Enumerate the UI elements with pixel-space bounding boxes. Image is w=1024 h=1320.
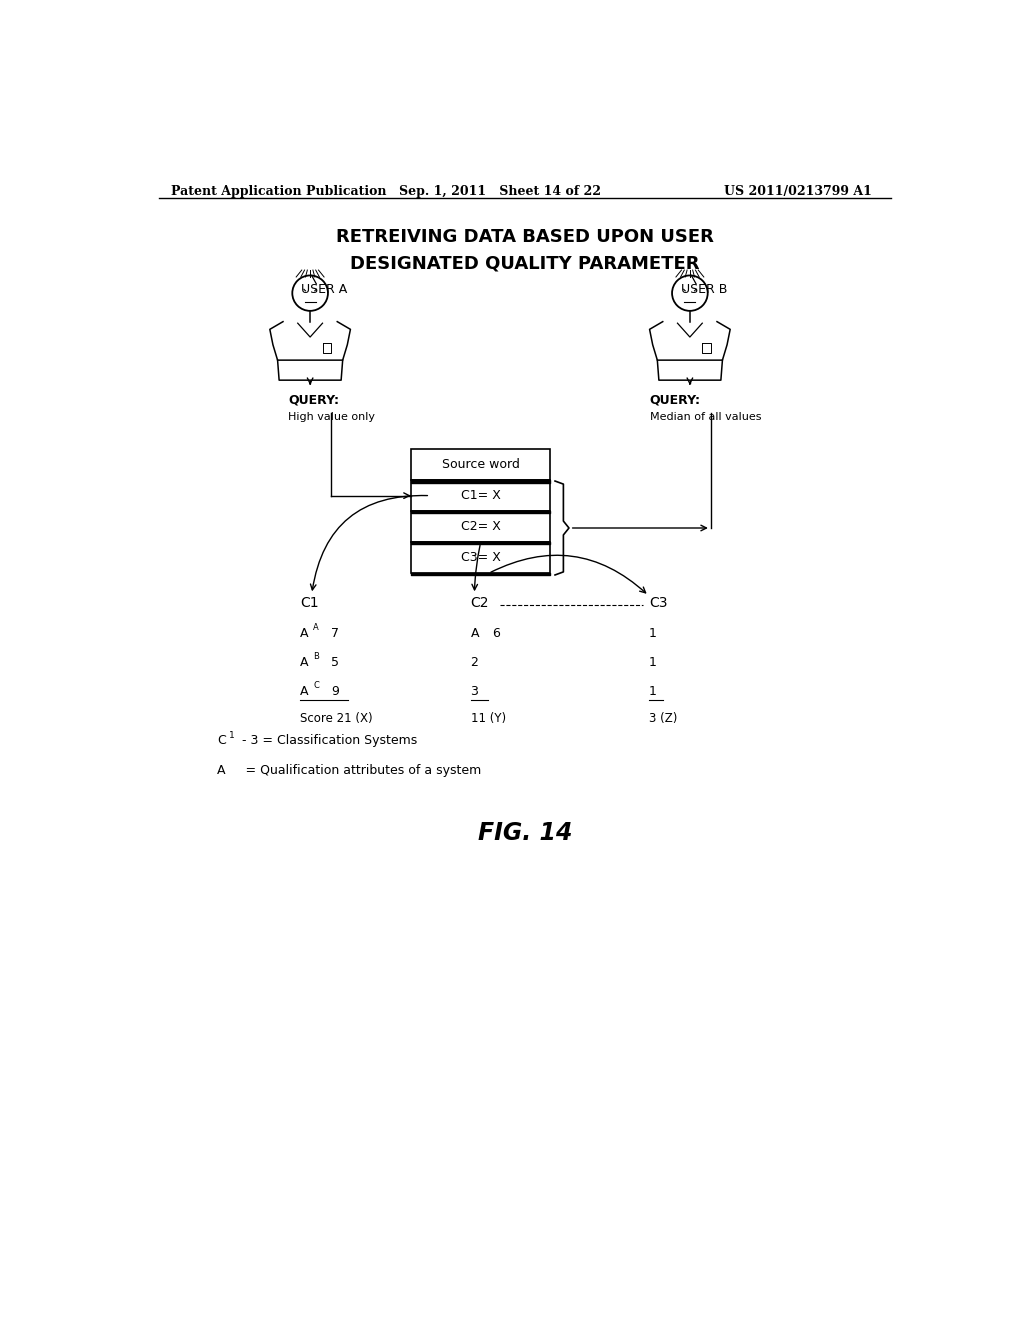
- Bar: [411, 450, 550, 480]
- Bar: [411, 480, 550, 511]
- Text: A: A: [300, 627, 308, 640]
- Text: US 2011/0213799 A1: US 2011/0213799 A1: [724, 185, 872, 198]
- Text: Sep. 1, 2011   Sheet 14 of 22: Sep. 1, 2011 Sheet 14 of 22: [399, 185, 601, 198]
- Text: C1= X: C1= X: [461, 490, 501, 502]
- Text: 3: 3: [471, 685, 478, 698]
- Text: QUERY:: QUERY:: [649, 393, 700, 407]
- Text: 3 (Z): 3 (Z): [649, 711, 677, 725]
- Text: 1: 1: [649, 627, 656, 640]
- Text: Source word: Source word: [441, 458, 519, 471]
- Text: A: A: [313, 623, 318, 632]
- Text: Median of all values: Median of all values: [649, 412, 761, 421]
- Text: - 3 = Classification Systems: - 3 = Classification Systems: [238, 734, 418, 747]
- Text: FIG. 14: FIG. 14: [477, 821, 572, 845]
- Text: C2: C2: [471, 595, 489, 610]
- Text: C: C: [313, 681, 319, 690]
- Text: 6: 6: [493, 627, 500, 640]
- Text: QUERY:: QUERY:: [289, 393, 339, 407]
- Text: DESIGNATED QUALITY PARAMETER: DESIGNATED QUALITY PARAMETER: [350, 255, 699, 273]
- Text: 1: 1: [649, 685, 656, 698]
- Text: USER B: USER B: [681, 284, 727, 296]
- Text: B: B: [313, 652, 319, 661]
- Text: 5: 5: [331, 656, 339, 669]
- Text: A: A: [300, 685, 308, 698]
- Text: 2: 2: [471, 656, 478, 669]
- Text: C2= X: C2= X: [461, 520, 501, 533]
- Text: 11 (Y): 11 (Y): [471, 711, 506, 725]
- Text: 9: 9: [331, 685, 339, 698]
- Text: Patent Application Publication: Patent Application Publication: [171, 185, 386, 198]
- Text: USER A: USER A: [301, 284, 347, 296]
- Text: C: C: [217, 734, 226, 747]
- Bar: [411, 543, 550, 573]
- Text: A: A: [471, 627, 479, 640]
- Text: A     = Qualification attributes of a system: A = Qualification attributes of a system: [217, 763, 481, 776]
- Text: 1: 1: [228, 731, 234, 741]
- Text: Score 21 (X): Score 21 (X): [300, 711, 373, 725]
- Text: 1: 1: [649, 656, 656, 669]
- Text: RETREIVING DATA BASED UPON USER: RETREIVING DATA BASED UPON USER: [336, 227, 714, 246]
- Text: C1: C1: [300, 595, 318, 610]
- Bar: [411, 511, 550, 543]
- Text: C3: C3: [649, 595, 668, 610]
- Text: C3= X: C3= X: [461, 550, 501, 564]
- Text: 7: 7: [331, 627, 339, 640]
- Text: High value only: High value only: [289, 412, 376, 421]
- Text: A: A: [300, 656, 308, 669]
